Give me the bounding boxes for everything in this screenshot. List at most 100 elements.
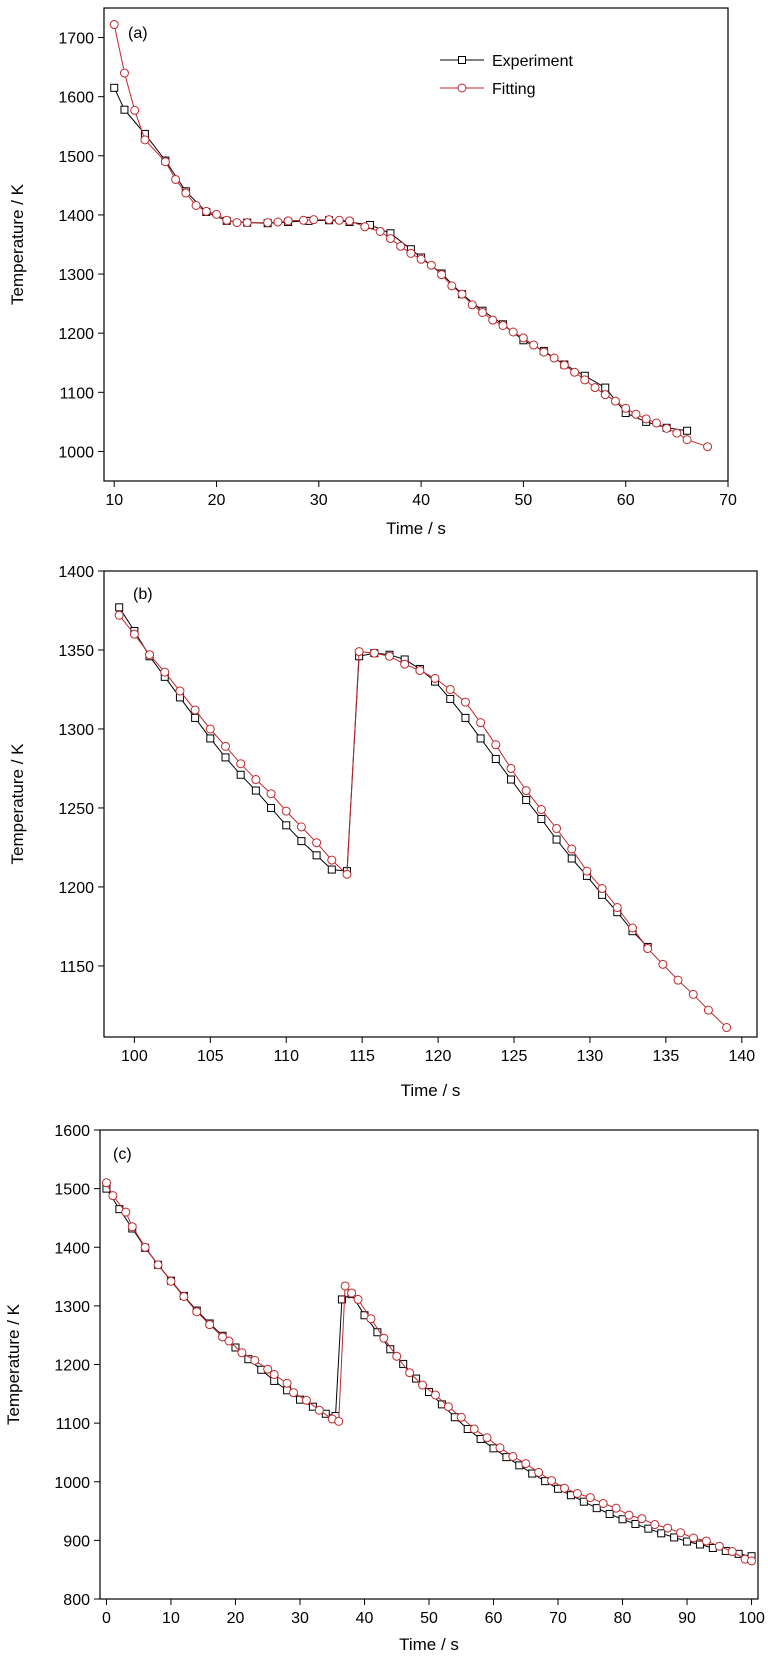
data-point-fitting — [366, 1314, 376, 1324]
series-line-experiment — [118, 607, 649, 948]
data-point-experiment — [337, 1295, 346, 1304]
y-tick-label: 1600 — [54, 1123, 90, 1140]
data-point-fitting — [281, 806, 291, 816]
data-point-fitting — [273, 217, 283, 227]
data-point-fitting — [495, 1443, 505, 1453]
data-point-experiment — [312, 851, 321, 860]
panel-label: (c) — [113, 1146, 132, 1163]
y-tick-label: 1400 — [54, 1240, 90, 1257]
y-tick-label: 1200 — [54, 1358, 90, 1375]
data-point-fitting — [283, 216, 293, 226]
data-point-experiment — [618, 1515, 627, 1524]
series-line-experiment — [113, 87, 688, 432]
data-point-fitting — [282, 1378, 292, 1388]
data-point-fitting — [353, 1294, 363, 1304]
data-point-experiment — [120, 105, 129, 114]
data-point-fitting — [477, 307, 487, 317]
y-tick-label: 1250 — [58, 801, 94, 818]
y-tick-label: 800 — [63, 1592, 90, 1609]
data-point-experiment — [601, 383, 610, 392]
y-tick-label: 1100 — [56, 1416, 91, 1433]
data-point-fitting — [224, 1336, 234, 1346]
y-tick-label: 1400 — [58, 564, 94, 581]
data-point-fitting — [612, 902, 622, 912]
x-tick-label: 105 — [197, 1048, 224, 1065]
data-point-fitting — [627, 923, 637, 933]
data-point-fitting — [242, 218, 252, 228]
data-point-fitting — [469, 1424, 479, 1434]
series-experiment — [110, 83, 692, 435]
data-point-fitting — [360, 222, 370, 232]
x-tick-label: 70 — [549, 1610, 567, 1627]
data-point-fitting — [379, 1333, 389, 1343]
y-tick-label: 1300 — [58, 267, 94, 284]
data-point-fitting — [580, 375, 590, 385]
data-point-fitting — [108, 1191, 118, 1201]
x-tick-label: 80 — [614, 1610, 632, 1627]
data-point-fitting — [312, 838, 322, 848]
data-point-fitting — [205, 724, 215, 734]
data-point-experiment — [631, 1519, 640, 1528]
data-point-fitting — [559, 360, 569, 370]
data-point-fitting — [467, 300, 477, 310]
data-point-experiment — [321, 1409, 330, 1418]
data-point-experiment — [115, 603, 124, 612]
x-tick-label: 120 — [425, 1048, 452, 1065]
data-point-fitting — [641, 414, 651, 424]
data-point-fitting — [547, 1476, 557, 1486]
data-point-fitting — [597, 884, 607, 894]
data-point-experiment — [644, 1524, 653, 1533]
data-point-fitting — [549, 353, 559, 363]
x-axis-title: Time / s — [399, 1635, 459, 1654]
data-point-fitting — [266, 789, 276, 799]
series-line-fitting — [113, 24, 708, 448]
data-point-fitting — [190, 705, 200, 715]
data-point-experiment — [670, 1533, 679, 1542]
data-point-fitting — [309, 215, 319, 225]
legend-label-experiment: Experiment — [492, 53, 573, 70]
data-point-fitting — [508, 327, 518, 337]
chart-panel-c: 0 10 20 30 40 50 60 70 80 90 100 800 900 1000 1100 1200… — [4, 1123, 765, 1654]
series-line-fitting — [106, 1182, 752, 1562]
legend-marker-fitting — [457, 83, 467, 93]
data-point-fitting — [631, 409, 641, 419]
data-point-fitting — [600, 390, 610, 400]
data-point-fitting — [570, 367, 580, 377]
data-point-fitting — [585, 1493, 595, 1503]
x-tick-label: 130 — [577, 1048, 604, 1065]
series-experiment — [102, 1184, 756, 1561]
legend: Experiment Fitting — [440, 53, 573, 98]
y-tick-label: 1200 — [58, 326, 94, 343]
data-point-fitting — [218, 1332, 228, 1342]
x-tick-label: 90 — [678, 1610, 696, 1627]
data-point-fitting — [498, 321, 508, 331]
data-point-fitting — [703, 442, 713, 452]
data-point-fitting — [384, 651, 394, 661]
y-tick-label: 1600 — [58, 90, 94, 107]
data-point-fitting — [482, 1433, 492, 1443]
y-tick-label: 1500 — [54, 1182, 90, 1199]
data-point-fitting — [658, 959, 668, 969]
x-tick-label: 140 — [728, 1048, 755, 1065]
x-axis-title: Time / s — [386, 519, 446, 538]
data-point-fitting — [703, 1005, 713, 1015]
data-point-fitting — [521, 786, 531, 796]
data-point-fitting — [127, 1222, 137, 1232]
data-point-experiment — [592, 1504, 601, 1513]
data-point-fitting — [643, 944, 653, 954]
data-point-experiment — [683, 1537, 692, 1546]
data-point-fitting — [160, 157, 170, 167]
y-tick-label: 1350 — [58, 643, 94, 660]
data-point-fitting — [237, 1348, 247, 1358]
data-point-fitting — [673, 975, 683, 985]
data-point-experiment — [297, 837, 306, 846]
data-point-fitting — [447, 281, 457, 291]
x-tick-label: 0 — [102, 1610, 111, 1627]
data-point-fitting — [536, 805, 546, 815]
data-point-fitting — [443, 1402, 453, 1412]
data-point-experiment — [491, 754, 500, 763]
data-point-experiment — [110, 83, 119, 92]
x-tick-label: 60 — [617, 492, 635, 509]
data-point-experiment — [657, 1529, 666, 1538]
